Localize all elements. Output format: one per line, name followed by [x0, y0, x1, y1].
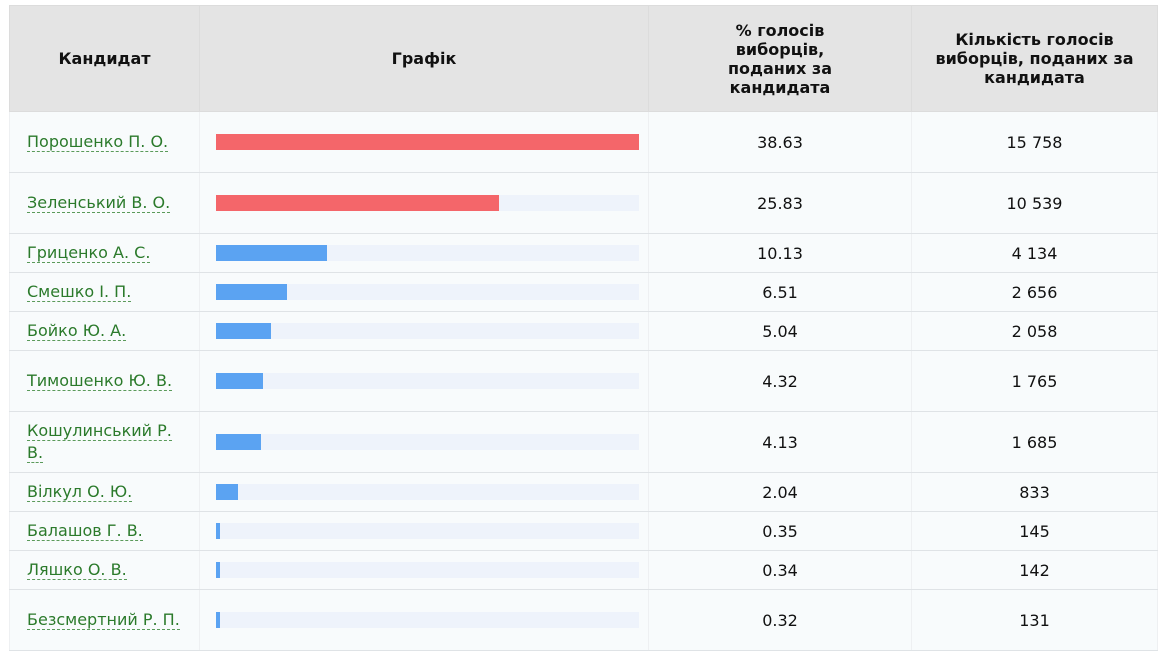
- header-row: Кандидат Графік % голосів виборців, пода…: [9, 5, 1158, 112]
- chart-cell: [199, 472, 649, 512]
- votes-cell: 142: [911, 550, 1158, 590]
- candidate-link[interactable]: Балашов Г. В.: [27, 521, 143, 541]
- header-candidate: Кандидат: [9, 5, 200, 112]
- candidate-link[interactable]: Зеленський В. О.: [27, 193, 171, 213]
- chart-cell: [199, 233, 649, 273]
- table-row: Зеленський В. О. 25.83 10 539: [9, 172, 1158, 234]
- percent-cell: 10.13: [648, 233, 912, 273]
- vote-bar-fill: [216, 523, 220, 539]
- votes-cell: 15 758: [911, 111, 1158, 173]
- percent-cell: 4.13: [648, 411, 912, 473]
- percent-cell: 6.51: [648, 272, 912, 312]
- vote-bar-fill: [216, 484, 238, 500]
- header-percent-label: % голосів виборців, поданих за кандидата: [727, 20, 832, 97]
- votes-cell: 145: [911, 511, 1158, 551]
- votes-cell: 10 539: [911, 172, 1158, 234]
- candidate-cell: Кошулинський Р. В.: [9, 411, 200, 473]
- vote-bar-fill: [216, 245, 327, 261]
- candidate-link[interactable]: Порошенко П. О.: [27, 132, 169, 152]
- vote-bar-fill: [216, 373, 263, 389]
- chart-cell: [199, 411, 649, 473]
- header-votes-label: Кількість голосів виборців, поданих за к…: [935, 30, 1134, 87]
- candidate-link[interactable]: Гриценко А. С.: [27, 243, 151, 263]
- table-row: Вілкул О. Ю. 2.04 833: [9, 472, 1158, 512]
- percent-cell: 38.63: [648, 111, 912, 173]
- results-table: Кандидат Графік % голосів виборців, пода…: [9, 5, 1158, 651]
- vote-bar-fill: [216, 284, 287, 300]
- table-row: Тимошенко Ю. В. 4.32 1 765: [9, 350, 1158, 412]
- candidate-cell: Тимошенко Ю. В.: [9, 350, 200, 412]
- percent-cell: 4.32: [648, 350, 912, 412]
- vote-bar-fill: [216, 323, 271, 339]
- candidate-cell: Порошенко П. О.: [9, 111, 200, 173]
- candidate-link[interactable]: Смешко І. П.: [27, 282, 132, 302]
- vote-bar-track: [216, 284, 639, 300]
- votes-cell: 2 656: [911, 272, 1158, 312]
- candidate-link[interactable]: Бойко Ю. А.: [27, 321, 127, 341]
- percent-cell: 25.83: [648, 172, 912, 234]
- vote-bar-track: [216, 373, 639, 389]
- candidate-link[interactable]: Ляшко О. В.: [27, 560, 127, 580]
- candidate-cell: Ляшко О. В.: [9, 550, 200, 590]
- candidate-cell: Безсмертний Р. П.: [9, 589, 200, 651]
- vote-bar-fill: [216, 195, 499, 211]
- vote-bar-track: [216, 484, 639, 500]
- table-row: Ляшко О. В. 0.34 142: [9, 550, 1158, 590]
- votes-cell: 4 134: [911, 233, 1158, 273]
- vote-bar-fill: [216, 612, 220, 628]
- results-body: Порошенко П. О. 38.63 15 758 Зеленський В. …: [9, 111, 1158, 651]
- chart-cell: [199, 589, 649, 651]
- candidate-cell: Гриценко А. С.: [9, 233, 200, 273]
- percent-cell: 0.32: [648, 589, 912, 651]
- vote-bar-track: [216, 323, 639, 339]
- table-row: Бойко Ю. А. 5.04 2 058: [9, 311, 1158, 351]
- percent-cell: 0.34: [648, 550, 912, 590]
- votes-cell: 2 058: [911, 311, 1158, 351]
- candidate-cell: Бойко Ю. А.: [9, 311, 200, 351]
- table-row: Балашов Г. В. 0.35 145: [9, 511, 1158, 551]
- candidate-cell: Балашов Г. В.: [9, 511, 200, 551]
- header-votes: Кількість голосів виборців, поданих за к…: [911, 5, 1158, 112]
- votes-cell: 1 685: [911, 411, 1158, 473]
- table-row: Порошенко П. О. 38.63 15 758: [9, 111, 1158, 173]
- candidate-cell: Смешко І. П.: [9, 272, 200, 312]
- header-chart: Графік: [199, 5, 649, 112]
- votes-cell: 131: [911, 589, 1158, 651]
- candidate-link[interactable]: Безсмертний Р. П.: [27, 610, 180, 630]
- chart-cell: [199, 111, 649, 173]
- candidate-cell: Зеленський В. О.: [9, 172, 200, 234]
- votes-cell: 1 765: [911, 350, 1158, 412]
- table-row: Смешко І. П. 6.51 2 656: [9, 272, 1158, 312]
- chart-cell: [199, 311, 649, 351]
- candidate-link[interactable]: Тимошенко Ю. В.: [27, 371, 173, 391]
- chart-cell: [199, 550, 649, 590]
- candidate-cell: Вілкул О. Ю.: [9, 472, 200, 512]
- table-row: Гриценко А. С. 10.13 4 134: [9, 233, 1158, 273]
- table-row: Безсмертний Р. П. 0.32 131: [9, 589, 1158, 651]
- chart-cell: [199, 350, 649, 412]
- candidate-link[interactable]: Кошулинський Р. В.: [27, 421, 172, 463]
- vote-bar-track: [216, 434, 639, 450]
- votes-cell: 833: [911, 472, 1158, 512]
- chart-cell: [199, 511, 649, 551]
- vote-bar-track: [216, 195, 639, 211]
- vote-bar-fill: [216, 134, 639, 150]
- vote-bar-fill: [216, 562, 220, 578]
- vote-bar-track: [216, 612, 639, 628]
- vote-bar-track: [216, 245, 639, 261]
- vote-bar-track: [216, 134, 639, 150]
- percent-cell: 0.35: [648, 511, 912, 551]
- vote-bar-fill: [216, 434, 261, 450]
- table-row: Кошулинський Р. В. 4.13 1 685: [9, 411, 1158, 473]
- percent-cell: 5.04: [648, 311, 912, 351]
- percent-cell: 2.04: [648, 472, 912, 512]
- header-percent: % голосів виборців, поданих за кандидата: [648, 5, 912, 112]
- chart-cell: [199, 172, 649, 234]
- candidate-link[interactable]: Вілкул О. Ю.: [27, 482, 133, 502]
- chart-cell: [199, 272, 649, 312]
- vote-bar-track: [216, 523, 639, 539]
- vote-bar-track: [216, 562, 639, 578]
